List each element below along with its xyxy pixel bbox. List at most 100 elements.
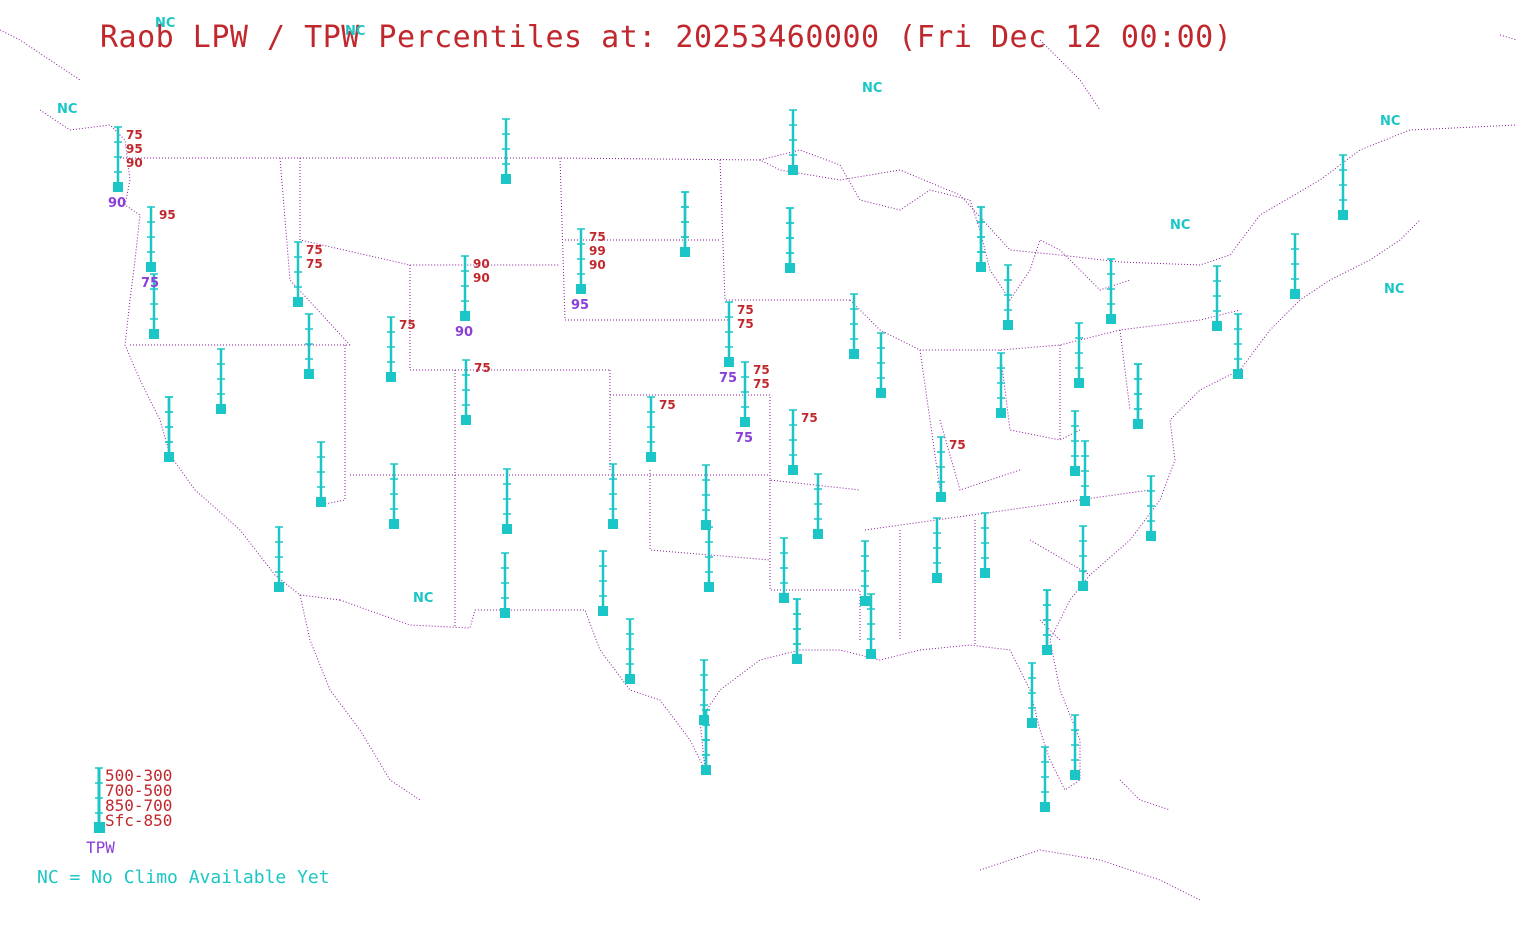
legend-layer-850-700: 850-700	[105, 796, 173, 815]
station-abr	[680, 191, 690, 257]
station-square	[1070, 466, 1080, 476]
layer-percentile: 90	[473, 271, 490, 285]
coastline-west	[39, 109, 341, 601]
canada-border	[120, 124, 1517, 266]
station-square	[164, 452, 174, 462]
station-square	[785, 263, 795, 273]
station-ggw	[501, 118, 511, 184]
legend-layer-700-500: 700-500	[105, 781, 173, 800]
station-square	[646, 452, 656, 462]
layer-percentile: 75	[306, 243, 323, 257]
station-top: 75	[788, 409, 818, 475]
station-sle: 95 75	[141, 206, 176, 291]
station-buf	[1106, 258, 1116, 324]
nc-label: NC	[155, 16, 176, 31]
station-square	[461, 415, 471, 425]
station-drt	[699, 659, 709, 725]
station-dtx	[1003, 264, 1013, 330]
station-square	[849, 349, 859, 359]
station-maf	[625, 618, 635, 684]
station-square	[1212, 321, 1222, 331]
legend-square	[94, 822, 105, 833]
canada-coast-north	[0, 29, 1517, 111]
layer-percentile: 75	[737, 303, 754, 317]
station-square	[788, 465, 798, 475]
station-square	[304, 369, 314, 379]
station-square	[1040, 802, 1050, 812]
nc-explanation: NC = No Climo Available Yet	[37, 867, 330, 888]
nc-label: NC	[1170, 218, 1191, 233]
station-fwd	[704, 526, 714, 592]
tpw-percentile: 75	[735, 431, 753, 446]
legend-glyph	[94, 767, 105, 833]
station-aly	[1212, 265, 1222, 331]
station-square	[996, 408, 1006, 418]
station-mfl	[1070, 714, 1080, 780]
nc-label: NC	[413, 591, 434, 606]
station-lkn	[216, 348, 226, 414]
station-square	[740, 417, 750, 427]
station-square	[1027, 718, 1037, 728]
layer-percentile: 95	[159, 208, 176, 222]
station-square	[625, 674, 635, 684]
station-bna: 75	[936, 436, 966, 502]
tpw-percentile: 90	[455, 325, 473, 340]
layer-percentile: 75	[399, 318, 416, 332]
station-jan	[860, 540, 870, 606]
station-gso	[1080, 440, 1090, 506]
layer-percentile: 75	[306, 257, 323, 271]
station-square	[1146, 531, 1156, 541]
station-square	[699, 715, 709, 725]
station-nkx	[274, 526, 284, 592]
station-vef	[389, 463, 399, 529]
station-square	[316, 497, 326, 507]
station-square	[113, 182, 123, 192]
station-lch	[792, 598, 802, 664]
station-slc: 75	[386, 316, 416, 382]
station-square	[149, 329, 159, 339]
map-boundaries	[0, 29, 1517, 901]
layer-percentile: 75	[589, 230, 606, 244]
nc-label: NC	[862, 81, 883, 96]
tpw-percentile: 95	[571, 298, 589, 313]
station-gyx	[1290, 233, 1300, 299]
station-fgz	[502, 468, 512, 534]
nc-label: NC	[345, 24, 366, 39]
station-square	[680, 247, 690, 257]
station-ama	[608, 463, 618, 529]
station-oun	[701, 464, 711, 530]
station-square	[779, 593, 789, 603]
station-car	[1338, 154, 1348, 220]
gulf-coast	[699, 219, 1421, 791]
state-lines-east	[849, 299, 1241, 641]
station-square	[1290, 289, 1300, 299]
station-lix	[866, 593, 876, 659]
layer-percentile: 75	[753, 377, 770, 391]
layer-percentile: 75	[474, 361, 491, 375]
station-bmx	[932, 517, 942, 583]
nc-label: NC	[1380, 114, 1401, 129]
station-square	[876, 388, 886, 398]
layer-percentile: 90	[126, 156, 143, 170]
station-square	[1338, 210, 1348, 220]
station-square	[860, 596, 870, 606]
station-square	[792, 654, 802, 664]
layer-percentile: 75	[659, 398, 676, 412]
station-square	[1133, 419, 1143, 429]
great-lakes	[759, 149, 1131, 301]
station-inl2	[785, 207, 795, 273]
nc-label: NC	[57, 102, 78, 117]
station-square	[274, 582, 284, 592]
station-square	[866, 649, 876, 659]
station-square	[501, 174, 511, 184]
layer-percentile: 90	[473, 257, 490, 271]
station-rnk	[1070, 410, 1080, 476]
station-sgf	[813, 473, 823, 539]
station-square	[598, 606, 608, 616]
station-iln	[996, 352, 1006, 418]
tpw-percentile: 75	[141, 276, 159, 291]
layer-percentile: 95	[126, 142, 143, 156]
